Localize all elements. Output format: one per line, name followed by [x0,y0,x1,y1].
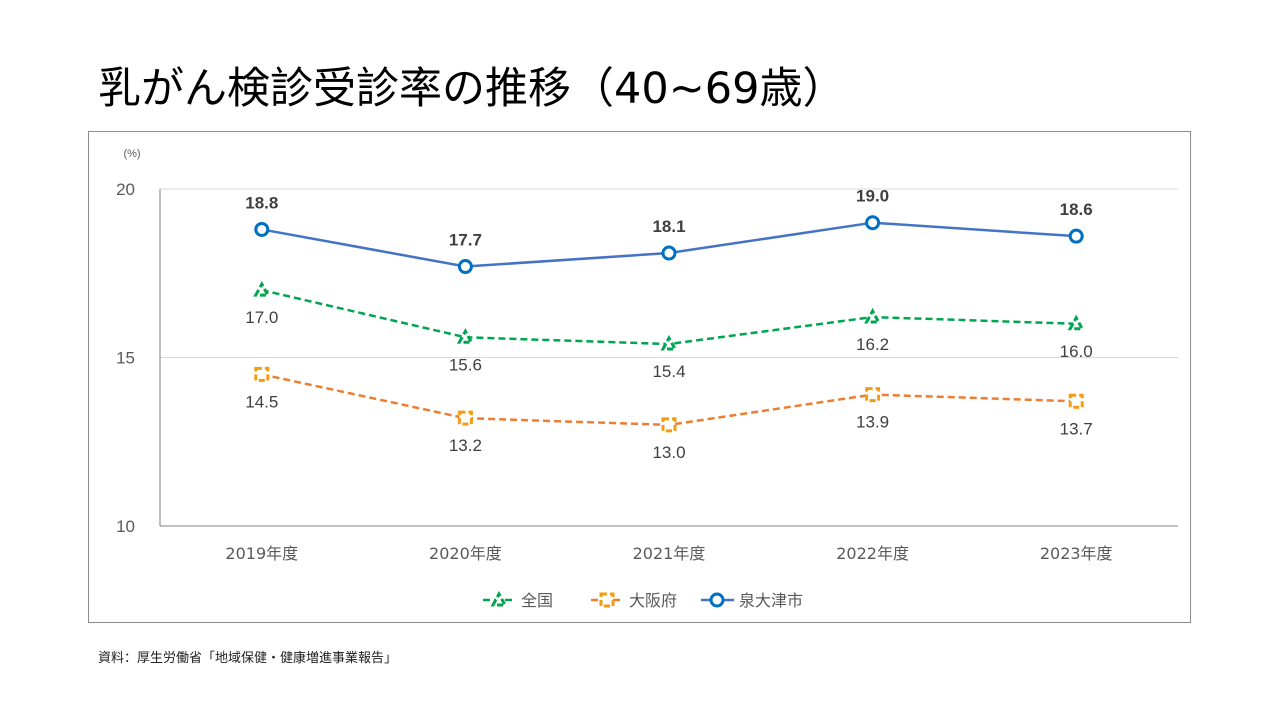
y-tick-label: 10 [116,517,135,536]
series-2-data-label: 18.8 [245,193,278,212]
page-title: 乳がん検診受診率の推移（40~69歳） [98,64,846,114]
legend: 全国 大阪府 泉大津市 [483,590,803,610]
series-1-marker [1068,393,1084,409]
series-0-data-label: 17.0 [245,308,278,327]
chart-frame [88,131,1191,623]
series-1-data-label: 14.5 [245,392,278,411]
gridlines [160,188,1178,358]
series-2-marker [457,259,473,275]
series-1-marker [865,387,881,403]
legend-item-2: 泉大津市 [701,591,803,610]
legend-label: 全国 [521,591,553,610]
series-1-data-label: 13.9 [856,413,889,432]
series [253,215,1085,433]
series-0-marker [864,307,882,324]
series-2-data-label: 18.1 [652,217,685,236]
series-2-marker [254,221,270,237]
legend-marker [709,592,725,608]
series-1-marker [661,417,677,433]
series-1-marker [457,410,473,426]
x-tick-label: 2020年度 [429,544,502,563]
legend-label: 泉大津市 [739,591,803,610]
series-1-line [261,373,1077,427]
legend-item-0: 全国 [483,590,553,610]
y-tick-label: 20 [116,180,135,199]
data-labels: 17.0 15.6 15.4 16.2 16.0 14.5 13.2 13.0 13.9 13.7… [245,187,1092,462]
series-0-data-label: 16.0 [1060,342,1093,361]
series-0 [253,280,1085,351]
legend-label: 大阪府 [629,591,677,610]
series-1-marker [254,366,270,382]
x-tick-label: 2022年度 [836,544,909,563]
series-0-marker [253,280,271,297]
legend-marker [599,592,615,608]
series-1 [254,366,1084,433]
x-tick-label: 2021年度 [633,544,706,563]
x-tick-label: 2023年度 [1040,544,1113,563]
series-1-data-label: 13.2 [449,436,482,455]
series-0-marker [1067,314,1085,331]
series-2-data-label: 18.6 [1060,200,1093,219]
source-note: 資料：厚生労働省「地域保健・健康増進事業報告」 [98,651,398,666]
y-unit-label: (%) [123,148,140,160]
series-2-marker [661,245,677,261]
y-tick-label: 15 [116,349,135,368]
series-2-marker [1068,228,1084,244]
series-1-data-label: 13.7 [1060,419,1093,438]
series-2-data-label: 17.7 [449,231,482,250]
legend-item-1: 大阪府 [591,591,677,610]
x-tick-label: 2019年度 [225,544,298,563]
series-0-marker [456,328,474,344]
series-1-data-label: 13.0 [652,443,685,462]
series-2-marker [865,215,881,231]
axes: 10 15 20 (%) 2019年度 2020年度 2021年度 2022年度 2023年度 [116,148,1178,563]
legend-marker [490,590,508,607]
series-2-data-label: 19.0 [856,187,889,206]
series-0-data-label: 15.6 [449,355,482,374]
series-0-data-label: 15.4 [652,362,685,381]
series-2 [254,215,1084,275]
series-0-data-label: 16.2 [856,335,889,354]
series-0-marker [660,334,678,351]
